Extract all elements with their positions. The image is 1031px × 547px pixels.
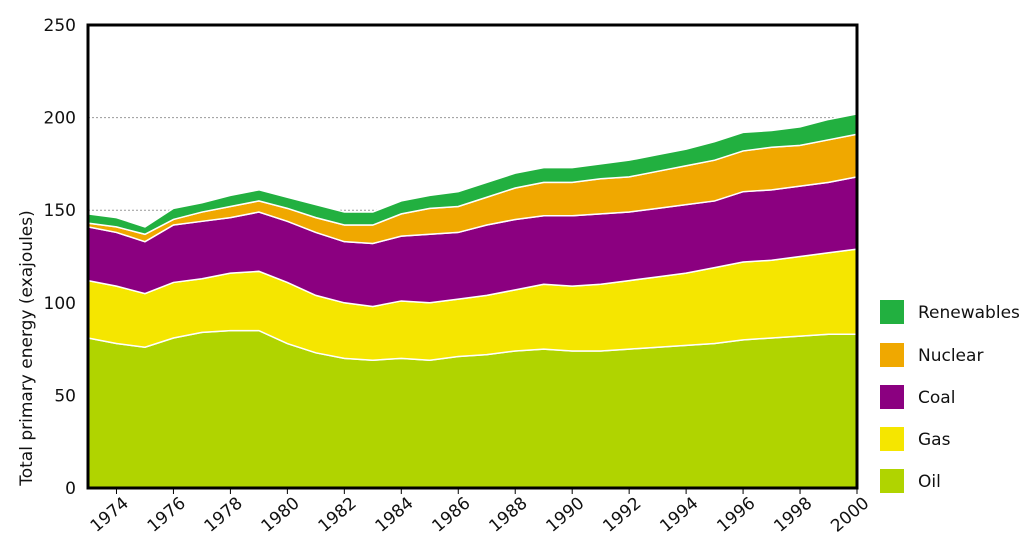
legend-swatch (880, 427, 904, 451)
y-tick-label: 100 (44, 294, 76, 314)
x-tick-label: 1988 (485, 493, 531, 536)
x-tick-label: 1994 (656, 493, 702, 536)
legend-swatch (880, 469, 904, 493)
y-tick-label: 200 (44, 109, 76, 129)
x-tick-label: 1990 (542, 493, 588, 536)
x-tick-label: 1976 (144, 493, 190, 536)
x-tick-label: 1974 (87, 493, 133, 536)
legend-label: Gas (918, 430, 951, 450)
legend-label: Oil (918, 472, 941, 492)
x-tick-label: 2000 (827, 493, 873, 536)
legend-swatch (880, 300, 904, 324)
y-tick-label: 250 (44, 16, 76, 36)
legend-swatch (880, 343, 904, 367)
plot-frame (86, 23, 859, 490)
x-tick-label: 1978 (201, 493, 247, 536)
y-tick-label: 0 (65, 479, 76, 499)
x-tick-label: 1986 (429, 493, 475, 536)
y-tick-label: 150 (44, 201, 76, 221)
x-tick-label: 1998 (770, 493, 816, 536)
legend-label: Nuclear (918, 346, 983, 366)
legend-label: Coal (918, 388, 955, 408)
x-tick-label: 1996 (713, 493, 759, 536)
legend-swatch (880, 385, 904, 409)
y-axis-label: Total primary energy (exajoules) (17, 210, 37, 487)
x-tick-label: 1982 (315, 493, 361, 536)
x-tick-label: 1992 (599, 493, 645, 536)
legend-label: Renewables (918, 303, 1020, 323)
y-tick-label: 50 (54, 386, 76, 406)
x-tick-label: 1984 (372, 493, 418, 536)
x-tick-label: 1980 (258, 493, 304, 536)
